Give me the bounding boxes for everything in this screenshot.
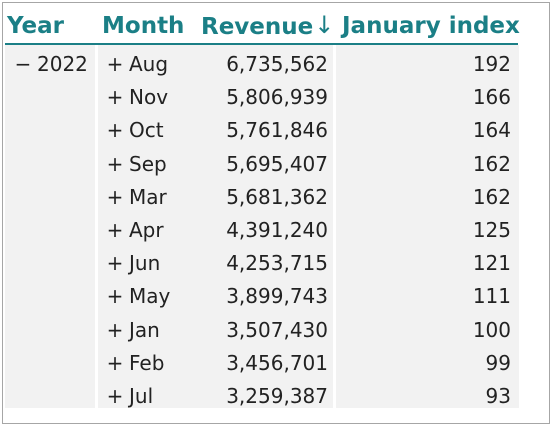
month-label: Aug	[129, 52, 169, 76]
month-label: Apr	[129, 218, 164, 242]
month-row-4: + Mar	[104, 184, 167, 210]
january-index-cell: 111	[472, 284, 511, 308]
expand-icon[interactable]: +	[106, 251, 124, 275]
expand-icon[interactable]: +	[106, 185, 124, 209]
month-row-1: + Nov	[104, 84, 168, 110]
month-label: May	[129, 284, 171, 308]
sort-descending-icon: ↓	[314, 11, 335, 39]
header-month[interactable]: Month	[102, 13, 185, 39]
year-label: 2022	[37, 52, 88, 76]
month-row-6: + Jun	[104, 250, 161, 276]
revenue-cell: 3,507,430	[226, 318, 328, 342]
revenue-cell: 4,391,240	[226, 218, 328, 242]
month-row-10: + Jul	[104, 383, 154, 409]
month-row-2: + Oct	[104, 117, 164, 143]
year-group-2022: −2022	[12, 51, 88, 77]
header-year[interactable]: Year	[7, 13, 65, 39]
january-index-cell: 99	[485, 351, 511, 375]
revenue-cell: 4,253,715	[226, 251, 328, 275]
revenue-cell: 3,259,387	[226, 384, 328, 408]
january-index-cell: 192	[472, 52, 511, 76]
month-row-0: + Aug	[104, 51, 168, 77]
matrix-header: Year Month Revenue↓ January index	[5, 6, 520, 45]
expand-icon[interactable]: +	[106, 118, 124, 142]
january-index-cell: 166	[472, 85, 511, 109]
january-index-cell: 121	[472, 251, 511, 275]
index-column-background	[336, 45, 519, 408]
expand-icon[interactable]: +	[106, 52, 124, 76]
month-label: Jan	[129, 318, 160, 342]
header-revenue-label: Revenue	[201, 14, 314, 40]
month-label: Oct	[129, 118, 164, 142]
month-label: Jul	[129, 384, 154, 408]
collapse-icon[interactable]: −	[14, 52, 32, 76]
revenue-cell: 5,695,407	[226, 152, 328, 176]
january-index-cell: 162	[472, 185, 511, 209]
revenue-cell: 6,735,562	[226, 52, 328, 76]
january-index-cell: 164	[472, 118, 511, 142]
month-label: Nov	[129, 85, 169, 109]
expand-icon[interactable]: +	[106, 152, 124, 176]
january-index-cell: 125	[472, 218, 511, 242]
month-row-7: + May	[104, 283, 171, 309]
expand-icon[interactable]: +	[106, 284, 124, 308]
revenue-cell: 5,761,846	[226, 118, 328, 142]
month-label: Jun	[129, 251, 161, 275]
expand-icon[interactable]: +	[106, 384, 124, 408]
header-revenue[interactable]: Revenue↓	[201, 11, 334, 42]
month-revenue-column-background	[98, 45, 333, 408]
month-label: Feb	[129, 351, 165, 375]
revenue-cell: 5,806,939	[226, 85, 328, 109]
revenue-cell: 3,899,743	[226, 284, 328, 308]
expand-icon[interactable]: +	[106, 218, 124, 242]
month-label: Sep	[129, 152, 167, 176]
month-row-9: + Feb	[104, 350, 165, 376]
month-label: Mar	[129, 185, 167, 209]
expand-icon[interactable]: +	[106, 351, 124, 375]
month-row-3: + Sep	[104, 151, 167, 177]
revenue-cell: 3,456,701	[226, 351, 328, 375]
year-column-background	[5, 45, 95, 408]
january-index-cell: 93	[485, 384, 511, 408]
january-index-cell: 100	[472, 318, 511, 342]
revenue-cell: 5,681,362	[226, 185, 328, 209]
month-row-5: + Apr	[104, 217, 164, 243]
expand-icon[interactable]: +	[106, 318, 124, 342]
january-index-cell: 162	[472, 152, 511, 176]
header-january-index[interactable]: January index	[342, 13, 520, 39]
expand-icon[interactable]: +	[106, 85, 124, 109]
month-row-8: + Jan	[104, 317, 160, 343]
